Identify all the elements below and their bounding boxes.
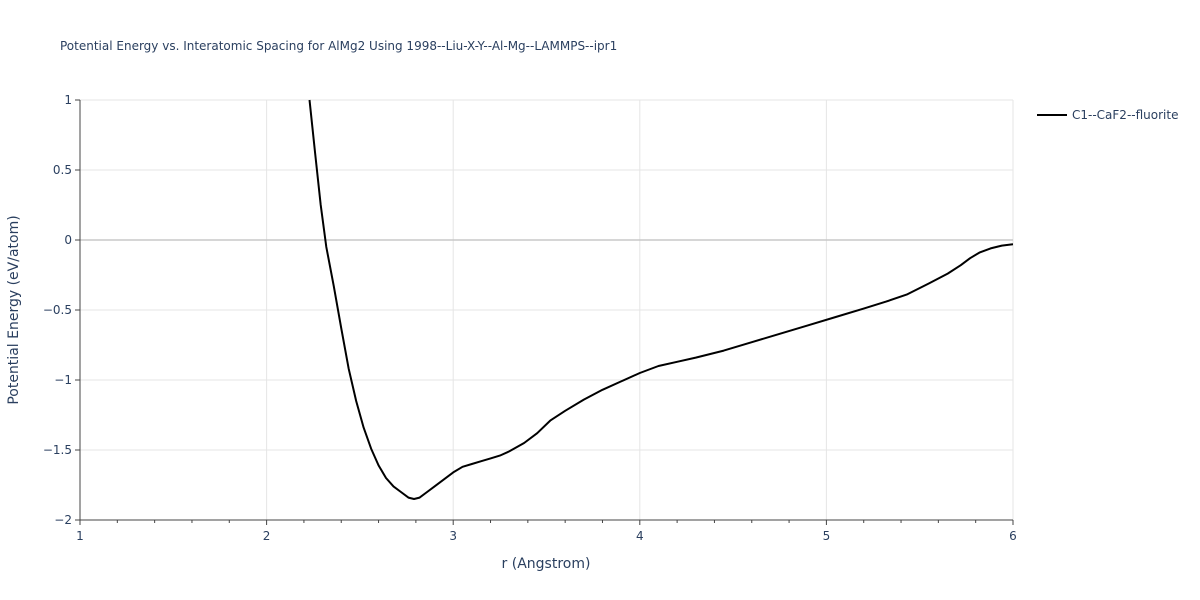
x-tick-label: 1	[76, 529, 84, 543]
legend-label[interactable]: C1--CaF2--fluorite	[1072, 108, 1178, 122]
legend[interactable]: C1--CaF2--fluorite	[1037, 108, 1178, 122]
chart-title: Potential Energy vs. Interatomic Spacing…	[60, 39, 617, 53]
x-tick-label: 2	[263, 529, 271, 543]
y-tick-label: −1	[54, 373, 72, 387]
x-tick-label: 6	[1009, 529, 1017, 543]
x-tick-label: 3	[449, 529, 457, 543]
y-tick-label: −2	[54, 513, 72, 527]
y-tick-label: 1	[64, 93, 72, 107]
axis-layer: 1 2 3 4 5 6 −2 −1.5 −1 −0.5 0 0.5 1	[43, 93, 1017, 543]
y-tick-label: 0	[64, 233, 72, 247]
y-tick-label: 0.5	[53, 163, 72, 177]
series-line[interactable]	[308, 99, 1013, 500]
x-tick-label: 5	[823, 529, 831, 543]
y-tick-label: −1.5	[43, 443, 72, 457]
grid-layer	[80, 99, 1014, 520]
x-axis-label: r (Angstrom)	[502, 556, 591, 572]
y-tick-label: −0.5	[43, 303, 72, 317]
x-tick-label: 4	[636, 529, 644, 543]
y-axis-label: Potential Energy (eV/atom)	[6, 215, 22, 404]
series-layer	[308, 99, 1013, 500]
